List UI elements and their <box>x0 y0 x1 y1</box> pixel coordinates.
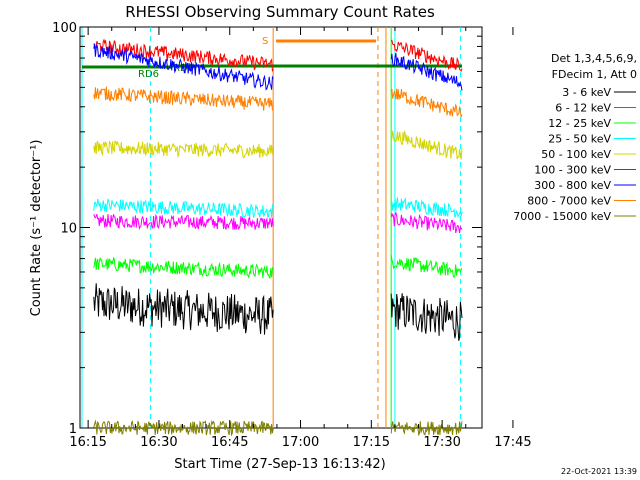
series-1 <box>93 283 463 341</box>
legend-label: 7000 - 15000 keV <box>513 210 611 223</box>
x-tick-label: 17:45 <box>494 435 531 450</box>
x-tick-label: 16:15 <box>69 435 106 450</box>
series-5-trace-1 <box>93 140 274 159</box>
legend-label: 300 - 800 keV <box>534 179 611 192</box>
legend-label: 800 - 7000 keV <box>527 195 611 208</box>
legend-label: 6 - 12 keV <box>555 102 611 115</box>
series-1-trace-2 <box>390 293 463 341</box>
legend-label: 25 - 50 keV <box>548 133 611 146</box>
legend-label: 100 - 300 keV <box>534 164 611 177</box>
series-9-trace-2 <box>390 421 463 437</box>
legend: 3 - 6 keV 6 - 12 keV 12 - 25 keV 25 - 50 ke… <box>513 86 636 223</box>
series-3-trace-1 <box>93 256 274 280</box>
x-tick-label: 17:30 <box>423 435 460 450</box>
series-6-trace-1 <box>93 38 274 72</box>
series-8-trace-1 <box>93 86 274 111</box>
legend-label: 12 - 25 keV <box>548 117 611 130</box>
y-tick-label: 100 <box>52 21 77 36</box>
series-7-trace-2 <box>390 52 463 91</box>
legend-label: 3 - 6 keV <box>562 86 611 99</box>
series-9-trace-1 <box>93 419 274 437</box>
series-2-trace-1 <box>93 213 274 231</box>
series-4-trace-2 <box>390 196 463 218</box>
legend-header-line-1: Det 1,3,4,5,6,9, <box>551 52 637 65</box>
x-tick-label: 16:30 <box>140 435 177 450</box>
x-tick-label: 16:45 <box>211 435 248 450</box>
y-tick-label: 1 <box>69 422 77 437</box>
series-1-trace-1 <box>93 283 274 335</box>
series-4-trace-1 <box>93 198 274 218</box>
series-7 <box>93 43 463 91</box>
series-6 <box>93 38 463 73</box>
flag-label-s: S <box>262 36 268 47</box>
series-2-trace-2 <box>390 211 463 234</box>
series-4 <box>93 196 463 218</box>
series-8 <box>93 86 463 119</box>
series-6-trace-2 <box>390 39 463 73</box>
flag-label-rd6: RD6 <box>138 69 159 80</box>
series-layer <box>93 38 463 437</box>
y-tick-label: 10 <box>60 222 77 237</box>
y-axis-label: Count Rate (s⁻¹ detector⁻¹) <box>29 140 44 317</box>
x-axis-label: Start Time (27-Sep-13 16:13:42) <box>174 457 385 472</box>
x-tick-label: 17:15 <box>353 435 390 450</box>
series-7-trace-1 <box>93 43 274 91</box>
legend-label: 50 - 100 keV <box>541 148 611 161</box>
series-5 <box>93 130 463 160</box>
series-3-trace-2 <box>390 255 463 279</box>
series-5-trace-2 <box>390 130 463 160</box>
chart-title: RHESSI Observing Summary Count Rates <box>125 3 435 21</box>
series-9 <box>93 419 463 437</box>
x-tick-label: 17:00 <box>282 435 319 450</box>
legend-header-line-2: FDecim 1, Att 0 <box>552 68 637 81</box>
series-8-trace-2 <box>391 88 463 119</box>
flag-label-f: F <box>166 53 172 64</box>
tick-layer: 16:15 16:30 16:45 17:00 17:15 17:30 17:45 1 10 10… <box>52 21 531 450</box>
footer-timestamp: 22-Oct-2021 13:39 <box>561 467 637 476</box>
series-2 <box>93 211 463 234</box>
series-3 <box>93 255 463 280</box>
